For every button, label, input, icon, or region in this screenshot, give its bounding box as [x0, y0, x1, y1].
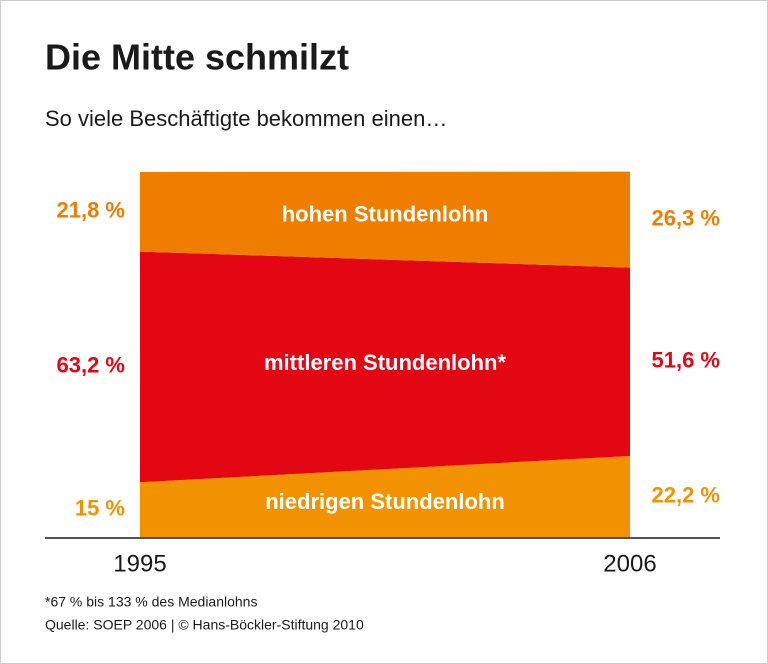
area [140, 171, 630, 268]
value-label: 63,2 % [57, 353, 126, 378]
series-label: hohen Stundenlohn [282, 202, 489, 227]
series-label: mittleren Stundenlohn* [264, 350, 506, 375]
value-label: 26,3 % [652, 205, 721, 230]
x-tick-label: 1995 [113, 550, 166, 577]
value-label: 22,2 % [652, 482, 721, 507]
x-tick-label: 2006 [603, 550, 656, 577]
chart-title: Die Mitte schmilzt [45, 37, 349, 78]
series-label: niedrigen Stundenlohn [265, 489, 505, 514]
footnote: *67 % bis 133 % des Medianlohns [45, 594, 257, 610]
value-label: 21,8 % [57, 198, 126, 223]
chart-subtitle: So viele Beschäftigte bekommen einen… [45, 106, 447, 131]
area [140, 455, 630, 537]
value-label: 51,6 % [652, 348, 721, 373]
value-label: 15 % [75, 495, 125, 520]
area [140, 251, 630, 483]
source: Quelle: SOEP 2006 | © Hans-Böckler-Stift… [45, 617, 364, 633]
